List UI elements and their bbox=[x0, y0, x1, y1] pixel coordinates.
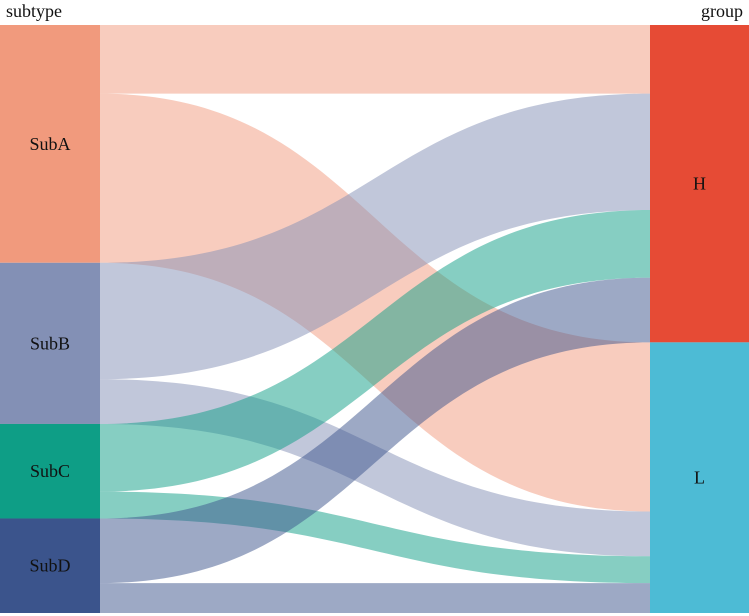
source-node-label-subc: SubC bbox=[30, 461, 70, 481]
link-subd-to-l bbox=[100, 583, 650, 613]
left-axis-label: subtype bbox=[6, 1, 62, 21]
source-node-label-subb: SubB bbox=[30, 333, 70, 353]
link-subd-to-h bbox=[100, 277, 650, 584]
source-node-suba bbox=[0, 25, 100, 263]
links-layer bbox=[100, 25, 650, 613]
source-node-subb bbox=[0, 262, 100, 424]
target-node-h bbox=[650, 25, 749, 343]
link-suba-to-h bbox=[100, 25, 650, 94]
target-node-label-h: H bbox=[693, 174, 706, 194]
source-node-label-subd: SubD bbox=[29, 556, 70, 576]
link-suba-to-l bbox=[100, 93, 650, 512]
link-subc-to-h bbox=[100, 210, 650, 492]
source-node-label-suba: SubA bbox=[29, 134, 70, 154]
link-subb-to-h bbox=[100, 93, 650, 380]
right-axis-label: group bbox=[701, 1, 743, 21]
target-node-label-l: L bbox=[694, 468, 705, 488]
nodes-layer: SubA SubB SubC SubD H L bbox=[0, 25, 749, 613]
source-node-subc bbox=[0, 423, 100, 519]
source-node-subd bbox=[0, 518, 100, 613]
target-node-l bbox=[650, 342, 749, 613]
